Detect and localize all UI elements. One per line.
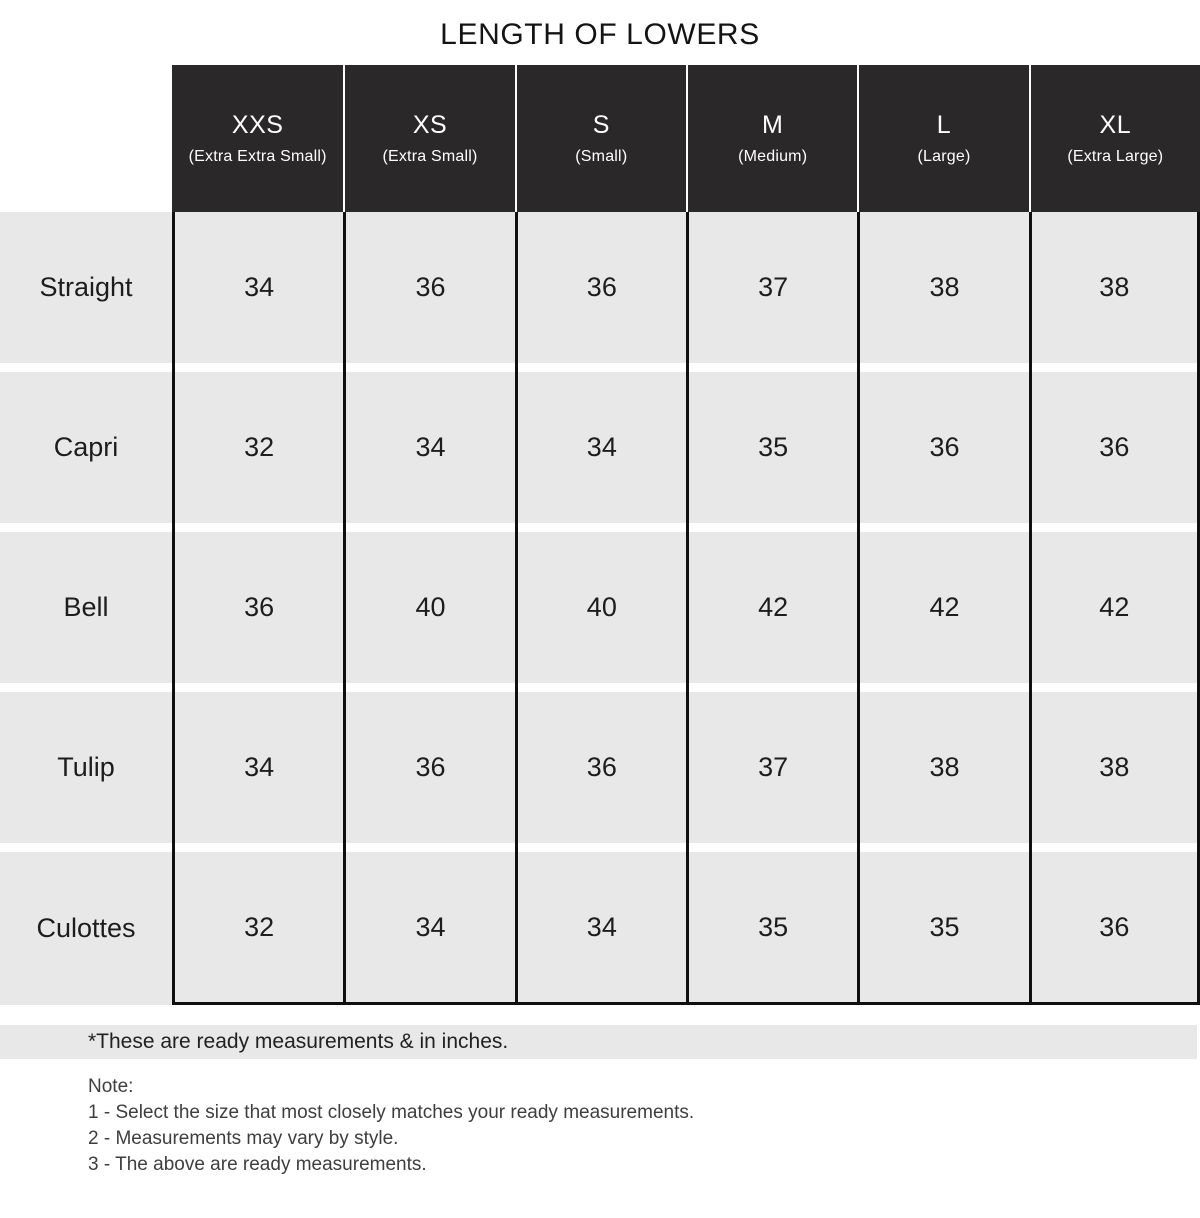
value-cell: 37 [685,212,858,372]
value-cell: 34 [172,212,344,372]
value-cell: 36 [343,692,515,852]
value-cell: 36 [172,532,344,692]
row-label-straight: Straight [0,212,172,372]
value-cell: 35 [685,852,858,1005]
size-full-name: (Extra Extra Small) [188,148,327,165]
value-cell: 34 [172,692,344,852]
size-code: XXS [231,111,284,139]
value-cell: 34 [343,372,515,532]
value-cell: 38 [857,692,1029,852]
value-cell: 34 [343,852,515,1005]
value-cell: 38 [1028,692,1200,852]
table-corner-spacer [0,65,172,212]
value-cell: 40 [343,532,515,692]
value-cell: 36 [1028,852,1200,1005]
value-cell: 34 [514,852,686,1005]
row-label-tulip: Tulip [0,692,172,852]
size-code: M [761,111,784,139]
value-cell: 36 [857,372,1029,532]
value-cell: 38 [1028,212,1200,372]
note-section: Note: 1 - Select the size that most clos… [88,1074,1200,1178]
size-code: XL [1099,111,1132,139]
note-item-3: 3 - The above are ready measurements. [88,1154,427,1175]
size-full-name: (Extra Small) [382,148,478,165]
value-cell: 36 [514,212,686,372]
note-item-1: 1 - Select the size that most closely ma… [88,1102,695,1123]
row-label-capri: Capri [0,372,172,532]
size-code: XS [412,111,448,139]
value-cell: 42 [1028,532,1200,692]
page-title: LENGTH OF LOWERS [440,18,760,51]
value-cell: 35 [685,372,858,532]
value-cell: 42 [685,532,858,692]
row-label-bell: Bell [0,532,172,692]
size-code: L [936,111,952,139]
value-cell: 34 [514,372,686,532]
column-header-xxs: XXS (Extra Extra Small) [172,65,344,212]
size-table: XXS (Extra Extra Small) XS (Extra Small)… [0,65,1200,1005]
size-full-name: (Large) [917,148,971,165]
size-full-name: (Medium) [738,148,808,165]
column-header-s: S (Small) [514,65,686,212]
size-code: S [592,111,610,139]
value-cell: 38 [857,212,1029,372]
footnote-band: *These are ready measurements & in inche… [0,1025,1197,1059]
value-cell: 36 [1028,372,1200,532]
size-full-name: (Small) [575,148,628,165]
value-cell: 36 [514,692,686,852]
value-cell: 42 [857,532,1029,692]
note-item-2: 2 - Measurements may vary by style. [88,1128,399,1149]
value-cell: 40 [514,532,686,692]
note-heading: Note: [88,1076,134,1097]
value-cell: 32 [172,852,344,1005]
value-cell: 32 [172,372,344,532]
size-chart-page: LENGTH OF LOWERS XXS (Extra Extra Small)… [0,18,1200,1178]
column-header-xl: XL (Extra Large) [1028,65,1200,212]
footnote-text: *These are ready measurements & in inche… [88,1030,509,1053]
value-cell: 37 [685,692,858,852]
size-full-name: (Extra Large) [1067,148,1164,165]
value-cell: 36 [343,212,515,372]
column-header-l: L (Large) [857,65,1029,212]
column-header-m: M (Medium) [685,65,858,212]
value-cell: 35 [857,852,1029,1005]
column-header-xs: XS (Extra Small) [343,65,515,212]
row-label-culottes: Culottes [0,852,172,1005]
